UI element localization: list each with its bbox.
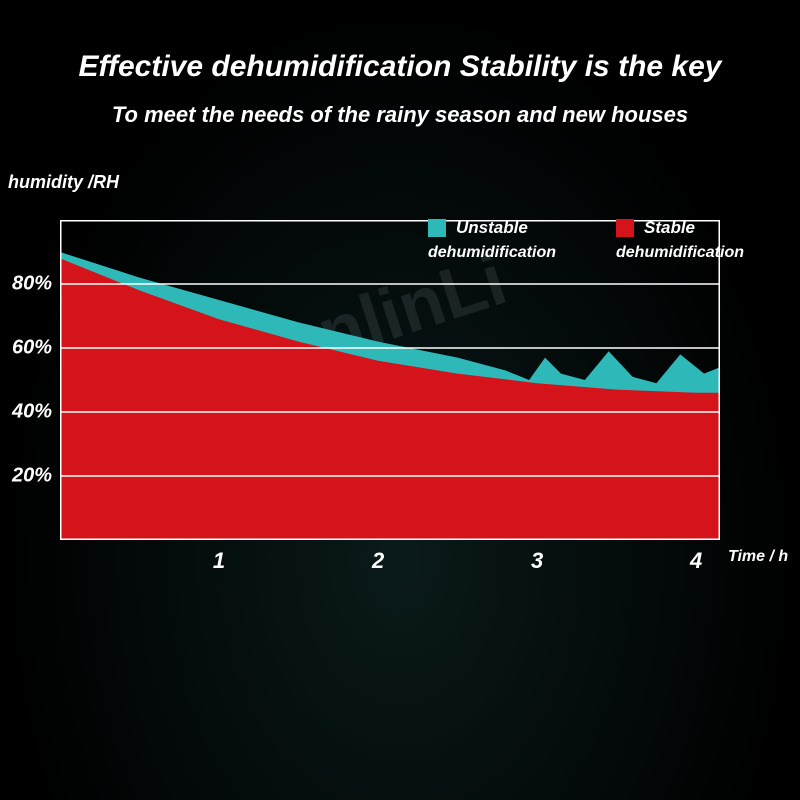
x-tick-label: 3 [531, 548, 543, 574]
x-tick-label: 4 [690, 548, 702, 574]
y-tick-label: 60% [12, 337, 52, 360]
chart-svg [60, 220, 720, 540]
area-stable [60, 258, 720, 540]
legend: Unstable dehumidification Stable dehumidifi… [428, 218, 744, 262]
legend-sublabel-unstable: dehumidification [428, 244, 556, 262]
x-axis-title: Time / h [728, 548, 788, 566]
y-axis-title: humidity /RH [8, 172, 119, 193]
legend-item-unstable: Unstable dehumidification [428, 218, 556, 262]
infographic-container: Effective dehumidification Stability is … [0, 0, 800, 800]
legend-label-unstable: Unstable [456, 218, 528, 238]
legend-swatch-stable [616, 219, 634, 237]
legend-swatch-unstable [428, 219, 446, 237]
legend-item-stable: Stable dehumidification [616, 218, 744, 262]
title: Effective dehumidification Stability is … [20, 50, 780, 84]
legend-sublabel-stable: dehumidification [616, 244, 744, 262]
y-tick-label: 80% [12, 273, 52, 296]
legend-label-stable: Stable [644, 218, 695, 238]
chart: 20%40%60%80% 1234 [60, 220, 720, 540]
subtitle: To meet the needs of the rainy season an… [20, 102, 780, 128]
y-tick-label: 20% [12, 465, 52, 488]
x-tick-label: 1 [213, 548, 225, 574]
y-tick-label: 40% [12, 401, 52, 424]
x-tick-label: 2 [372, 548, 384, 574]
